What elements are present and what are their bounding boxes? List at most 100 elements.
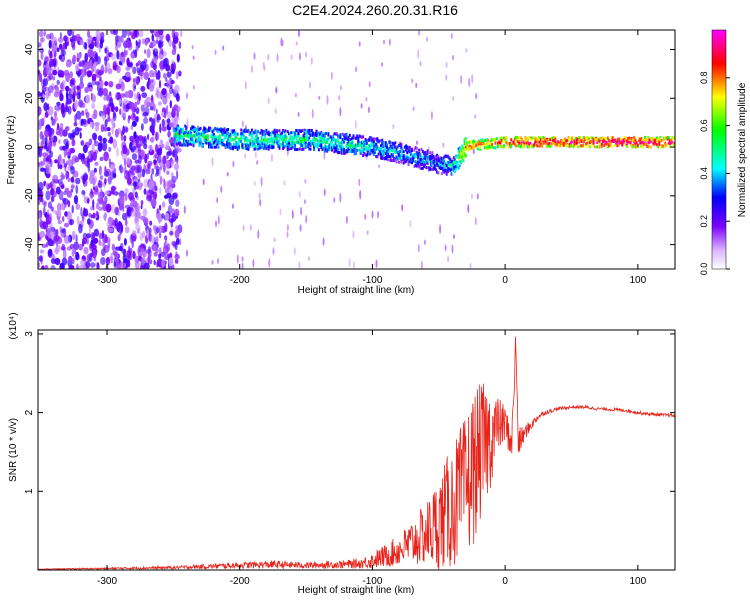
- heatmap-cell: [393, 148, 396, 152]
- heatmap-cell: [664, 136, 667, 140]
- heatmap-cell: [161, 111, 165, 117]
- heatmap-cell: [97, 191, 104, 199]
- heatmap-cell: [115, 147, 120, 158]
- heatmap-cell: [426, 157, 429, 161]
- heatmap-cell: [436, 158, 439, 162]
- heatmap-cell: [48, 90, 51, 97]
- heatmap-cell: [350, 143, 353, 147]
- heatmap-cell: [84, 86, 89, 94]
- heatmap-cell: [629, 141, 632, 145]
- heatmap-cell: [256, 160, 259, 165]
- heatmap-cell: [153, 49, 156, 56]
- heatmap-cell: [381, 138, 384, 142]
- heatmap-cell: [174, 229, 180, 239]
- heatmap-cell: [383, 156, 386, 160]
- heatmap-cell: [612, 139, 615, 143]
- heatmap-cell: [445, 164, 448, 168]
- heatmap-cell: [388, 149, 391, 153]
- heatmap-cell: [431, 162, 434, 166]
- heatmap-cell: [139, 264, 145, 269]
- heatmap-cell: [390, 158, 393, 162]
- heatmap-cell: [227, 141, 230, 144]
- heatmap-cell: [185, 139, 188, 143]
- heatmap-cell: [97, 91, 103, 97]
- heatmap-cell: [176, 133, 179, 137]
- heatmap-cell: [123, 238, 127, 246]
- heatmap-cell: [528, 142, 531, 146]
- heatmap-cell: [243, 128, 246, 132]
- heatmap-cell: [351, 145, 354, 149]
- heatmap-cell: [242, 129, 245, 133]
- heatmap-cell: [634, 142, 637, 146]
- heatmap-cell: [589, 141, 591, 145]
- heatmap-cell: [75, 110, 82, 120]
- heatmap-cell: [322, 140, 325, 144]
- heatmap-cell: [106, 117, 111, 123]
- heatmap-cell: [284, 134, 287, 138]
- heatmap-cell: [411, 154, 413, 158]
- heatmap-cell: [216, 135, 219, 139]
- heatmap-cell: [649, 137, 652, 141]
- heatmap-cell: [169, 86, 174, 95]
- heatmap-cell: [399, 144, 402, 148]
- heatmap-cell: [538, 136, 541, 140]
- heatmap-cell: [154, 172, 158, 177]
- heatmap-cell: [283, 130, 286, 134]
- heatmap-cell: [38, 42, 42, 48]
- heatmap-cell: [129, 31, 135, 36]
- heatmap-cell: [38, 124, 42, 130]
- heatmap-cell: [65, 126, 70, 132]
- heatmap-cell: [583, 140, 585, 144]
- heatmap-cell: [423, 161, 425, 164]
- heatmap-cell: [229, 146, 232, 150]
- heatmap-cell: [378, 147, 381, 151]
- heatmap-cell: [430, 167, 433, 171]
- x-tick-label: -200: [230, 275, 250, 286]
- heatmap-cell: [187, 142, 190, 146]
- heatmap-cell: [343, 148, 345, 151]
- heatmap-cell: [273, 128, 276, 132]
- x-tick-label: -300: [97, 576, 117, 587]
- heatmap-cell: [277, 140, 280, 144]
- heatmap-cell: [176, 126, 179, 130]
- heatmap-cell: [99, 175, 104, 180]
- heatmap-cell: [165, 159, 170, 170]
- heatmap-cell: [438, 162, 441, 166]
- heatmap-cell: [419, 158, 422, 162]
- heatmap-cell: [116, 65, 121, 74]
- heatmap-cell: [314, 138, 317, 142]
- heatmap-cell: [132, 66, 137, 75]
- heatmap-cell: [337, 134, 339, 138]
- heatmap-cell: [426, 161, 429, 165]
- heatmap-cell: [300, 206, 303, 216]
- heatmap-cell: [236, 254, 239, 264]
- heatmap-cell: [196, 139, 199, 143]
- heatmap-cell: [536, 138, 539, 142]
- heatmap-cell: [103, 125, 108, 132]
- heatmap-cell: [149, 144, 153, 152]
- heatmap-cell: [623, 135, 626, 139]
- heatmap-cell: [142, 111, 148, 117]
- heatmap-cell: [305, 215, 308, 224]
- heatmap-cell: [224, 144, 227, 148]
- heatmap-cell: [276, 129, 279, 133]
- heatmap-cell: [268, 133, 271, 137]
- heatmap-cell: [137, 145, 141, 154]
- heatmap-cell: [253, 147, 256, 151]
- heatmap-cell: [251, 136, 253, 140]
- heatmap-cell: [440, 160, 443, 164]
- heatmap-cell: [78, 243, 83, 251]
- heatmap-cell: [199, 126, 202, 130]
- heatmap-cell: [338, 135, 341, 139]
- heatmap-cell: [515, 135, 517, 139]
- heatmap-cell: [438, 158, 441, 162]
- heatmap-cell: [499, 144, 502, 148]
- heatmap-cell: [283, 180, 286, 186]
- heatmap-cells: [38, 30, 675, 269]
- heatmap-cell: [235, 135, 238, 139]
- heatmap-cell: [386, 155, 388, 158]
- heatmap-cell: [509, 142, 511, 146]
- heatmap-cell: [417, 152, 419, 156]
- heatmap-cell: [109, 97, 114, 106]
- heatmap-cell: [414, 155, 417, 159]
